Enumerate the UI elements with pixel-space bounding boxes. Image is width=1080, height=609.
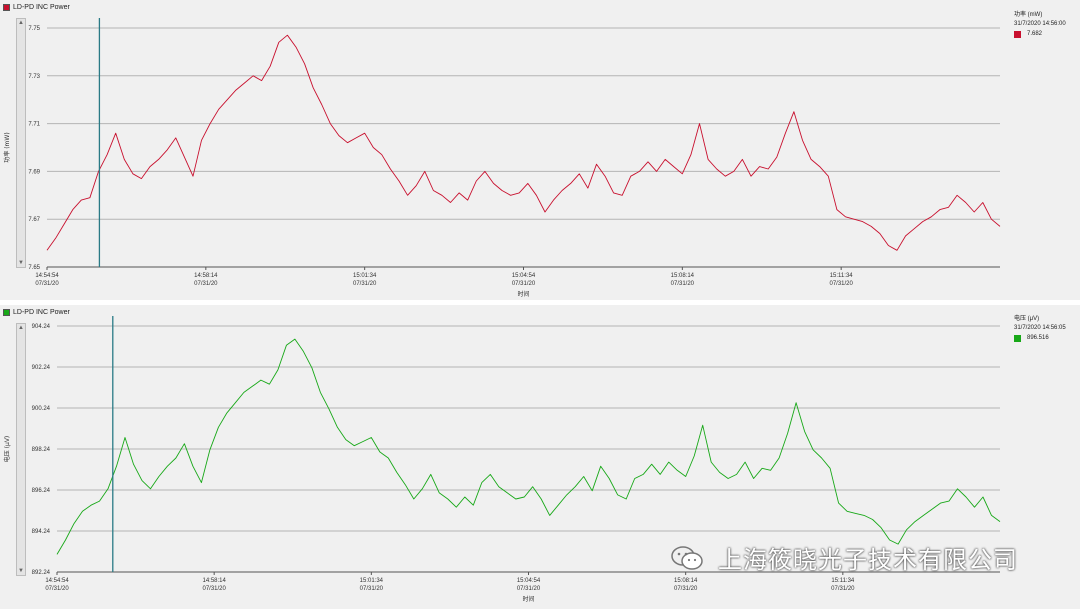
- voltage-legend-entry: 896.516: [1014, 334, 1066, 343]
- wechat-icon: [670, 545, 704, 570]
- watermark: 上海筱晓光子技术有限公司: [670, 540, 1018, 575]
- y-tick-label: 896.24: [32, 488, 51, 494]
- power-chart-title: LD-PD INC Power: [13, 3, 70, 11]
- y-tick-label: 900.24: [32, 406, 51, 412]
- voltage-chart-title: LD-PD INC Power: [13, 308, 70, 316]
- scroll-up-arrow-icon[interactable]: ▲: [18, 325, 24, 331]
- scroll-down-arrow-icon[interactable]: ▼: [18, 260, 24, 266]
- watermark-text: 上海筱晓光子技术有限公司: [718, 546, 1018, 574]
- power-line-chart: 7.75 7.73 7.71 7.69 7.67 7.65 14:54:54 07/31/20…: [3, 18, 1001, 298]
- y-axis-label: 功率 (mW): [3, 132, 11, 162]
- plot-area: [47, 18, 1000, 267]
- x-tick-label: 15:08:14: [671, 273, 695, 279]
- x-axis-label: 时间: [517, 290, 529, 298]
- scroll-up-arrow-icon[interactable]: ▲: [18, 20, 24, 26]
- power-legend-title: 功率 (mW): [1014, 12, 1043, 18]
- power-chart-panel: LD-PD INC Power ▲ ▼ 功率 (mW) 31/7/2020 14…: [0, 0, 1080, 300]
- x-tick-date-label: 07/31/20: [671, 281, 695, 287]
- y-tick-label: 7.71: [28, 122, 40, 128]
- x-tick-date-label: 07/31/20: [45, 586, 69, 592]
- x-tick-label: 15:11:34: [830, 273, 854, 279]
- x-tick-label: 15:01:34: [360, 578, 384, 584]
- power-legend: 功率 (mW) 31/7/2020 14:56:00 7.682: [1014, 11, 1066, 39]
- x-tick-date-label: 07/31/20: [35, 281, 59, 287]
- voltage-series-swatch: [3, 308, 10, 316]
- voltage-y-scrollbar[interactable]: ▲ ▼: [16, 323, 26, 576]
- y-axis-label: 电压 (μV): [3, 436, 11, 463]
- x-tick-label: 14:54:54: [35, 273, 59, 279]
- y-tick-label: 7.75: [28, 26, 40, 32]
- x-tick-date-label: 07/31/20: [194, 281, 218, 287]
- x-tick-label: 15:01:34: [353, 273, 377, 279]
- x-tick-date-label: 07/31/20: [831, 586, 855, 592]
- power-y-scrollbar[interactable]: ▲ ▼: [16, 18, 26, 268]
- plot-area: [57, 316, 1000, 572]
- voltage-line-chart: 904.24 902.24 900.24 898.24 896.24 894.24 892.…: [3, 316, 1001, 603]
- series-line: [46, 34, 1001, 251]
- x-tick-label: 14:58:14: [202, 578, 226, 584]
- voltage-chart-panel: LD-PD INC Power ▲ ▼ 电压 (μV) 31/7/2020 14…: [0, 305, 1080, 609]
- y-tick-label: 7.65: [28, 265, 40, 271]
- voltage-legend-time: 31/7/2020 14:56:05: [1014, 325, 1066, 331]
- y-tick-label: 894.24: [32, 529, 51, 535]
- voltage-legend-swatch: [1014, 335, 1021, 342]
- x-axis-label: 时间: [522, 595, 534, 603]
- x-tick-label: 15:04:54: [517, 578, 541, 584]
- x-tick-date-label: 07/31/20: [360, 586, 384, 592]
- voltage-legend-title: 电压 (μV): [1014, 316, 1040, 322]
- x-tick-label: 15:04:54: [512, 273, 536, 279]
- x-tick-label: 14:58:14: [194, 273, 218, 279]
- voltage-chart-title-bar: LD-PD INC Power: [3, 307, 70, 317]
- x-tick-date-label: 07/31/20: [353, 281, 377, 287]
- x-tick-date-label: 07/31/20: [674, 586, 698, 592]
- x-tick-date-label: 07/31/20: [202, 586, 226, 592]
- voltage-legend: 电压 (μV) 31/7/2020 14:56:05 896.516: [1014, 315, 1066, 343]
- voltage-legend-value: 896.516: [1027, 335, 1049, 341]
- y-tick-label: 902.24: [32, 365, 51, 371]
- x-tick-date-label: 07/31/20: [517, 586, 541, 592]
- power-legend-value: 7.682: [1027, 31, 1043, 37]
- power-legend-swatch: [1014, 31, 1021, 38]
- x-tick-label: 15:11:34: [831, 578, 855, 584]
- y-tick-label: 892.24: [32, 570, 51, 576]
- series-line: [56, 338, 1001, 555]
- x-tick-label: 15:08:14: [674, 578, 698, 584]
- power-chart-title-bar: LD-PD INC Power: [3, 2, 70, 12]
- power-legend-entry: 7.682: [1014, 30, 1066, 39]
- y-tick-label: 7.67: [28, 217, 40, 223]
- y-tick-label: 904.24: [32, 324, 51, 330]
- y-tick-label: 898.24: [32, 447, 51, 453]
- x-tick-date-label: 07/31/20: [829, 281, 853, 287]
- scroll-down-arrow-icon[interactable]: ▼: [18, 568, 24, 574]
- x-tick-label: 14:54:54: [45, 578, 69, 584]
- power-legend-time: 31/7/2020 14:56:00: [1014, 21, 1066, 27]
- y-tick-label: 7.73: [28, 74, 40, 80]
- y-tick-label: 7.69: [28, 169, 40, 175]
- power-series-swatch: [3, 3, 10, 11]
- x-tick-date-label: 07/31/20: [512, 281, 536, 287]
